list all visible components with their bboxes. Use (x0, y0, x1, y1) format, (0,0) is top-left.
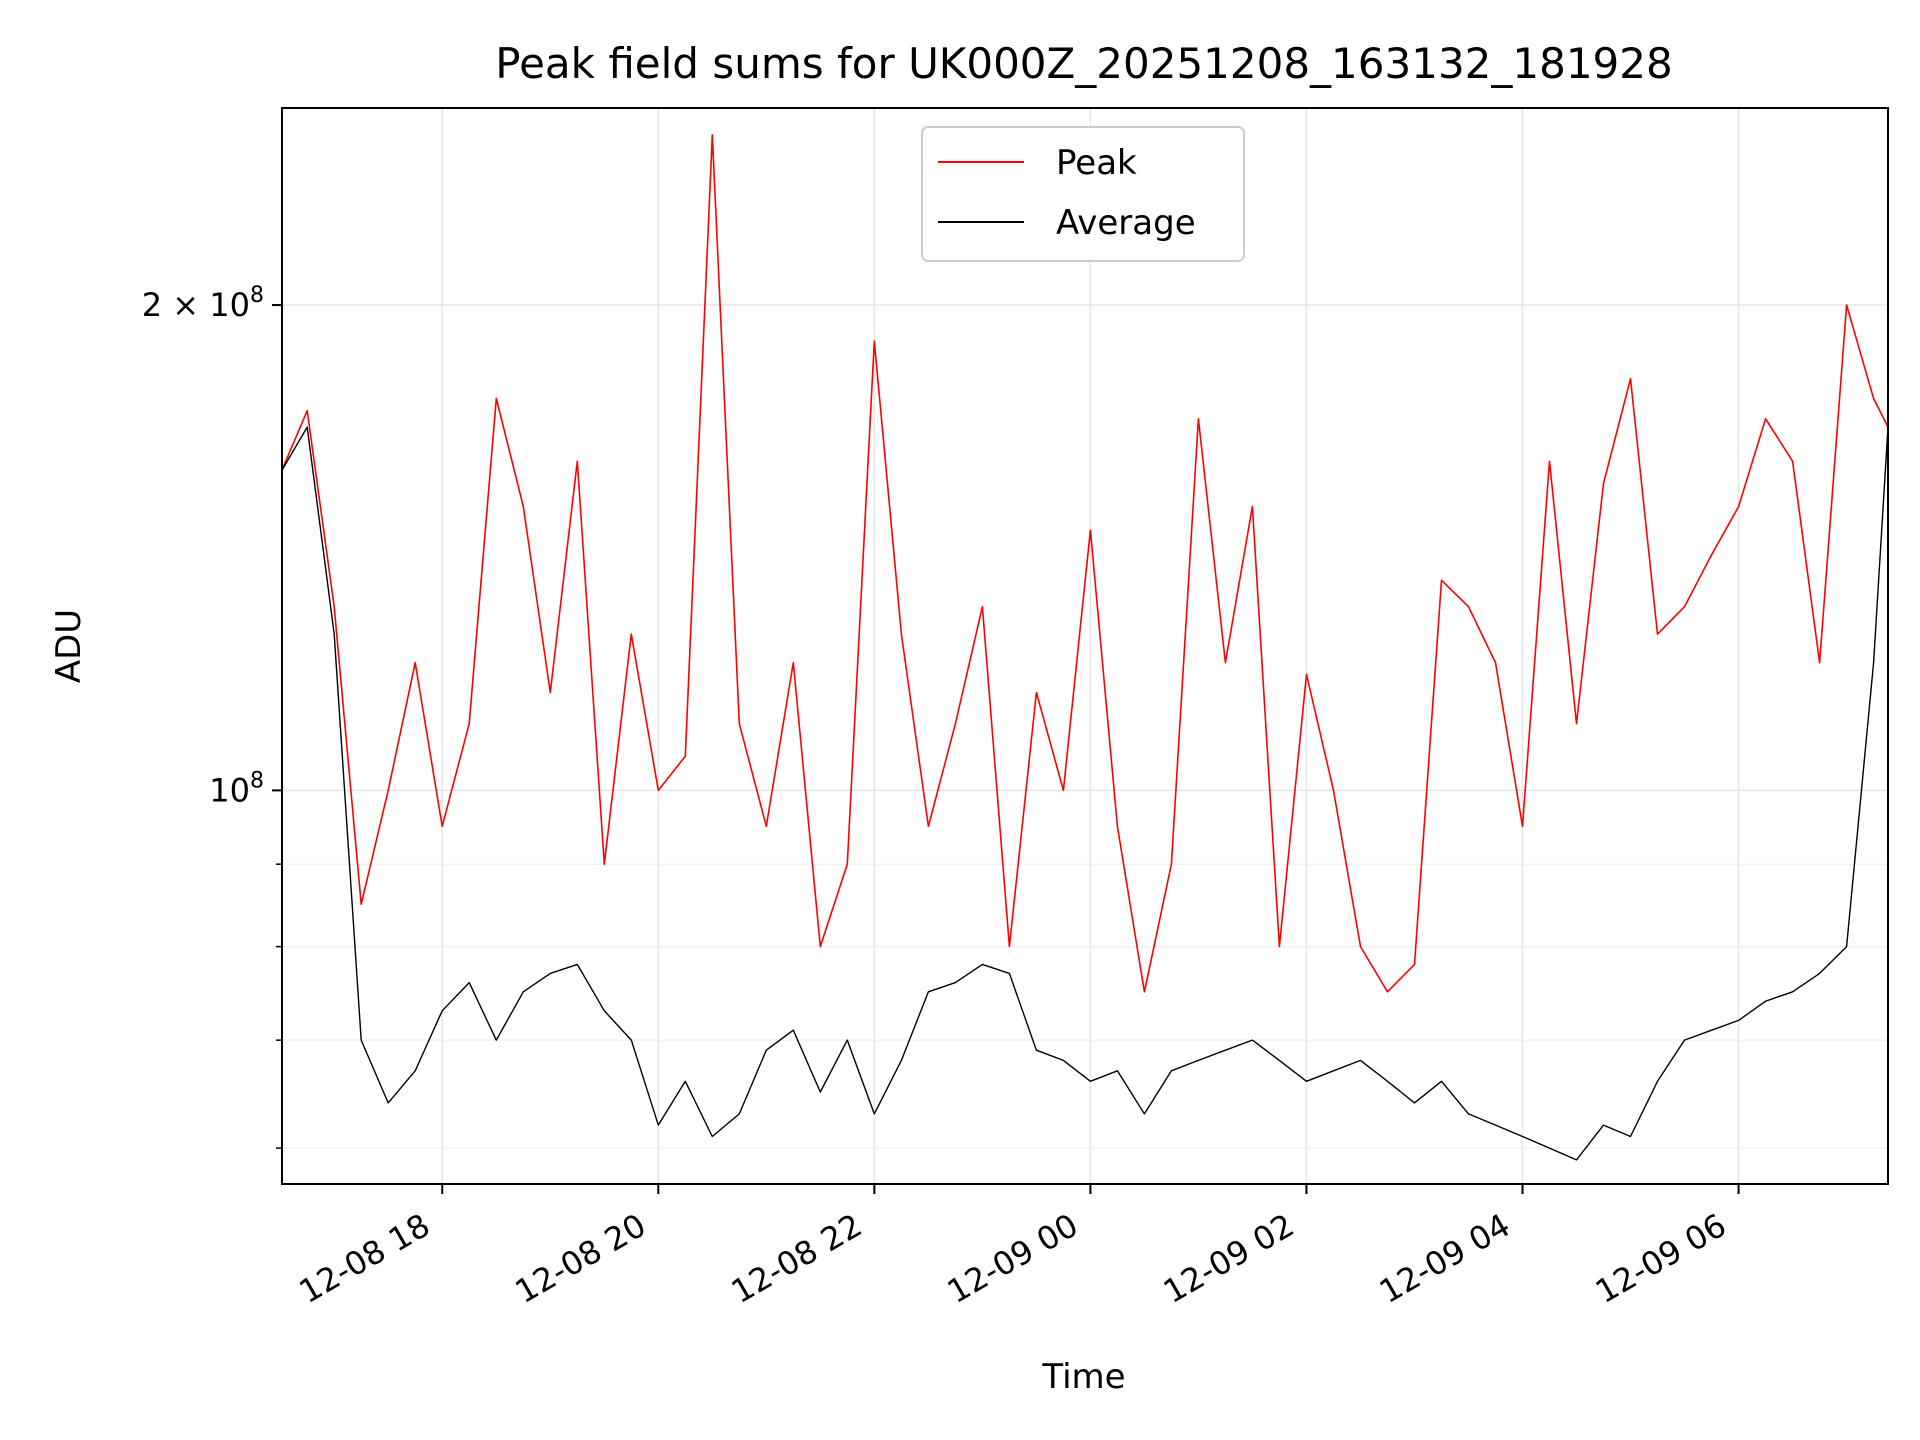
y-tick-label: 108 (209, 768, 264, 809)
y-tick-label-base: 10 (209, 771, 250, 809)
legend: Peak Average (921, 126, 1245, 262)
grid-lines (282, 108, 1888, 1184)
plot-frame (281, 107, 1889, 1185)
plot-series (282, 134, 1888, 1161)
y-tick-label-exp: 8 (250, 283, 264, 308)
x-axis-title: Time (1041, 1357, 1125, 1397)
y-tick-label-exp: 8 (250, 768, 264, 793)
legend-average-label: Average (1056, 203, 1196, 243)
y-tick-label-base: 2 × 10 (142, 286, 250, 324)
series-line-average (282, 426, 1888, 1161)
chart-title: Peak field sums for UK000Z_20251208_1631… (495, 39, 1672, 88)
y-axis-title: ADU (49, 609, 89, 683)
legend-peak-label: Peak (1056, 143, 1137, 183)
y-tick-label: 2 × 108 (142, 283, 264, 324)
legend-box (921, 126, 1245, 262)
series-line-peak (282, 134, 1888, 993)
